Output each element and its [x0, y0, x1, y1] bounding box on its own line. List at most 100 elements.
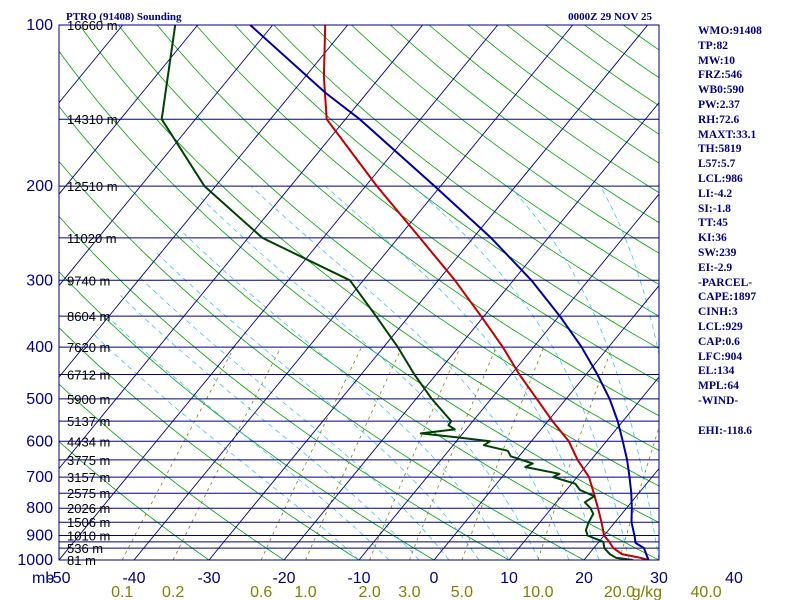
- mixing-ratio-tick-label: 10.0: [522, 584, 553, 600]
- height-label: 3157 m: [67, 470, 110, 485]
- mixing-ratio-unit-label: g/kg: [632, 584, 662, 600]
- height-label: 8604 m: [67, 309, 110, 324]
- isotherm-line: [433, 284, 659, 560]
- index-item: CINH:3: [698, 306, 738, 319]
- stability-indices-panel: WMO:91408 TP:82 MW:10 FRZ:546 WB0:590 PW:2.37…: [698, 24, 798, 438]
- height-label: 14310 m: [67, 112, 118, 127]
- height-label: 4434 m: [67, 434, 110, 449]
- pressure-label: 700: [26, 469, 53, 486]
- pressure-label: 300: [26, 272, 53, 289]
- moist-adiabat: [138, 276, 450, 560]
- temperature-tick-label: -50: [47, 570, 70, 587]
- isotherm-line: [508, 376, 659, 560]
- index-item: TP:82: [698, 39, 729, 52]
- temperature-tick-label: 10: [500, 570, 518, 587]
- temperature-tick-label: 0: [430, 570, 439, 587]
- isotherm-line: [59, 25, 199, 195]
- height-label: 1506 m: [67, 515, 110, 530]
- moist-adiabat: [91, 331, 360, 560]
- isotherm-line: [59, 25, 424, 470]
- moist-adiabat: [120, 295, 420, 560]
- height-label: 11020 m: [67, 231, 117, 246]
- isotherm-line: [59, 25, 274, 287]
- temperature-tick-label: 40: [725, 570, 743, 587]
- mixing-ratio-tick-label: 40.0: [691, 584, 722, 600]
- mixing-ratio-tick-label: 1.0: [294, 584, 316, 600]
- height-label: 9740 m: [67, 273, 110, 288]
- moist-adiabat: [178, 228, 510, 560]
- pressure-label: 400: [26, 339, 53, 356]
- pressure-label: 900: [26, 528, 53, 545]
- temperature-profile: [322, 25, 649, 560]
- temperature-tick-label: 30: [650, 570, 668, 587]
- index-item: MPL:64: [698, 380, 739, 393]
- chart-title: PTRO (91408) Sounding: [66, 11, 182, 23]
- height-label: 7620 m: [67, 340, 110, 355]
- index-item: MW:10: [698, 54, 736, 67]
- height-label: 12510 m: [67, 179, 118, 194]
- height-label: 6712 m: [67, 368, 110, 383]
- pressure-label: 500: [26, 391, 53, 408]
- pressure-label: 800: [26, 500, 53, 517]
- isotherm-line: [583, 467, 659, 560]
- mixing-ratio-tick-label: 0.1: [111, 584, 133, 600]
- mixing-ratio-tick-label: 0.6: [250, 584, 272, 600]
- index-item: MAXT:33.1: [698, 128, 757, 141]
- index-item: LCL:929: [698, 320, 743, 333]
- index-item: CAP:0.6: [698, 335, 740, 348]
- mixing-ratio-tick-label: 3.0: [398, 584, 420, 600]
- isotherm-line: [358, 193, 659, 560]
- pressure-label: 1000: [17, 552, 53, 569]
- index-item: LI:-4.2: [698, 187, 733, 200]
- moist-adiabat: [200, 197, 540, 560]
- index-item: CAPE:1897: [698, 291, 757, 304]
- height-label: 5900 m: [67, 392, 110, 407]
- height-label: 536 m: [67, 541, 103, 556]
- pressure-label: 200: [26, 178, 53, 195]
- index-item: -WIND-: [698, 394, 739, 407]
- height-label: 81 m: [67, 553, 96, 568]
- mixing-ratio-tick-label: 5.0: [451, 584, 473, 600]
- mixing-ratio-tick-label: 20.0: [604, 584, 635, 600]
- isotherm-line: [283, 101, 659, 560]
- index-item: WMO:91408: [698, 25, 762, 37]
- index-item: WB0:590: [698, 84, 744, 97]
- mixing-ratio-tick-label: 0.2: [162, 584, 184, 600]
- height-label: 16660 m: [67, 18, 118, 33]
- temperature-tick-label: -40: [122, 570, 145, 587]
- height-label: 1010 m: [67, 529, 110, 544]
- index-item: LFC:904: [698, 350, 743, 363]
- index-item: SI:-1.8: [698, 202, 731, 215]
- mixing-ratio-tick-label: 2.0: [358, 584, 380, 600]
- index-item: TH:5819: [698, 143, 742, 156]
- height-label: 5137 m: [67, 414, 110, 429]
- pressure-label: 600: [26, 433, 53, 450]
- index-item: SW:239: [698, 246, 737, 259]
- index-item: L57:5.7: [698, 158, 736, 171]
- index-item: -PARCEL-: [698, 276, 753, 289]
- height-label: 3775 m: [67, 453, 110, 468]
- index-item: RH:72.6: [698, 113, 740, 126]
- moist-adiabat: [250, 185, 570, 560]
- index-item: EL:134: [698, 365, 735, 378]
- index-item: TT:45: [698, 217, 728, 230]
- moist-adiabat: [106, 315, 390, 560]
- temperature-tick-label: 20: [575, 570, 593, 587]
- moist-adiabat: [154, 251, 480, 560]
- height-label: 2575 m: [67, 486, 110, 501]
- index-item: PW:2.37: [698, 98, 740, 111]
- index-item: EI:-2.9: [698, 261, 733, 274]
- isotherm-line: [133, 25, 574, 560]
- index-item: EHI:-118.6: [698, 424, 752, 437]
- index-item: KI:36: [698, 232, 727, 245]
- sounding-profiles: [160, 25, 650, 560]
- temperature-tick-label: -20: [272, 570, 295, 587]
- height-label: 2026 m: [67, 501, 110, 516]
- chart-date: 0000Z 29 NOV 25: [568, 11, 652, 23]
- isotherm-line: [59, 25, 499, 560]
- pressure-unit-label: mb: [32, 570, 54, 587]
- index-item: [698, 409, 798, 424]
